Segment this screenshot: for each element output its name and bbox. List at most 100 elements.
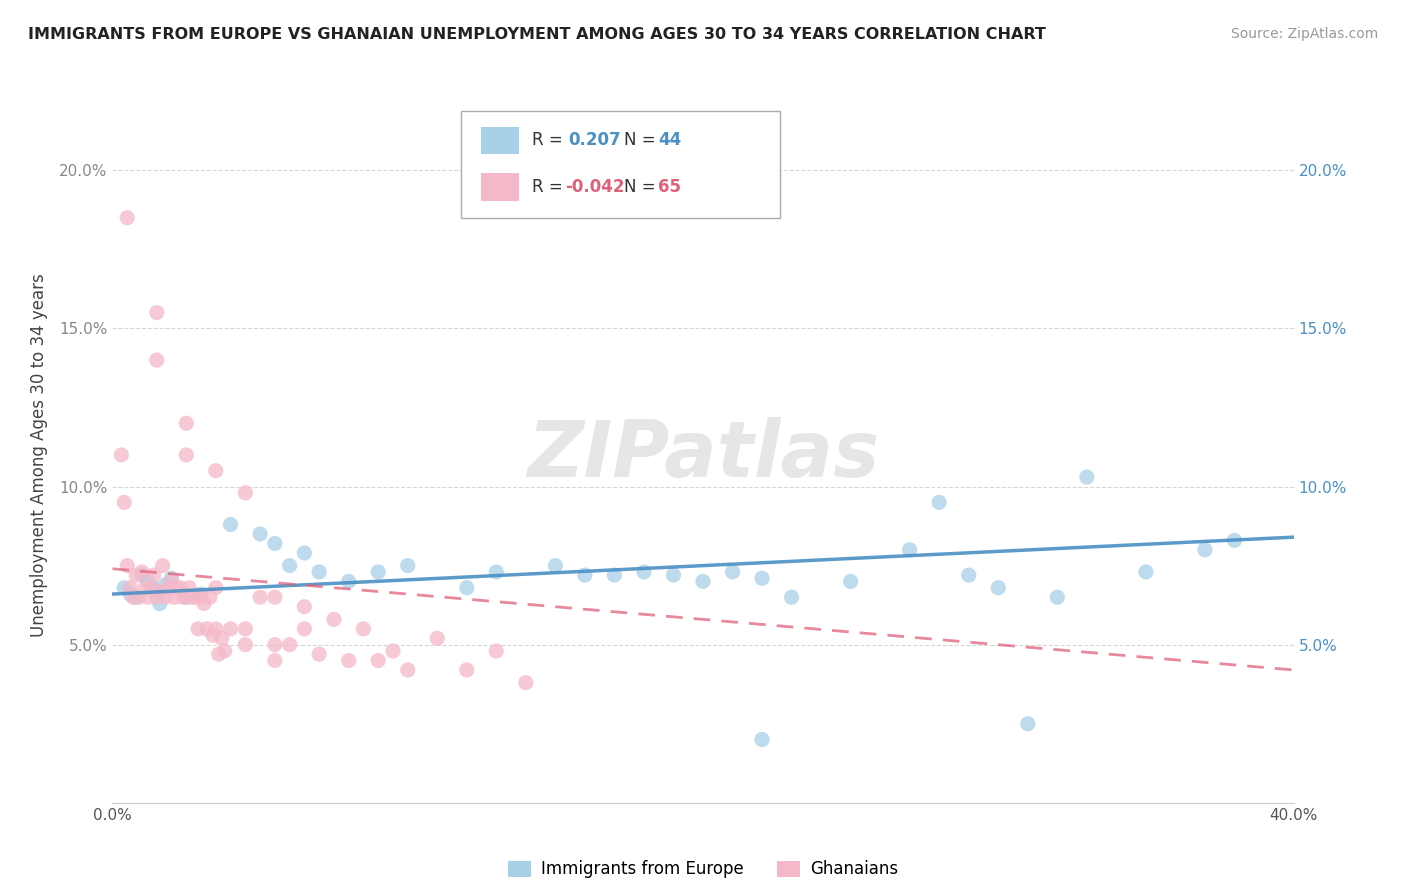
Point [278, 558, 301, 573]
Point [957, 568, 980, 582]
Point [117, 558, 138, 573]
Point [426, 632, 449, 646]
Point [174, 591, 197, 605]
Text: R =: R = [531, 178, 568, 196]
Point [603, 568, 626, 582]
Point [110, 448, 132, 462]
Point [134, 581, 156, 595]
Point [169, 581, 191, 595]
Point [692, 574, 714, 589]
Point [1046, 591, 1069, 605]
Point [928, 495, 950, 509]
Point [337, 653, 360, 667]
Point [396, 558, 419, 573]
Point [205, 464, 228, 478]
Point [233, 486, 256, 500]
Point [382, 644, 405, 658]
Legend: Immigrants from Europe, Ghanaians: Immigrants from Europe, Ghanaians [501, 854, 905, 885]
Point [367, 565, 389, 579]
Point [1223, 533, 1246, 548]
Point [139, 581, 162, 595]
Point [181, 591, 204, 605]
Point [179, 581, 201, 595]
Point [160, 571, 183, 585]
Point [485, 565, 508, 579]
Point [136, 591, 159, 605]
Point [190, 587, 212, 601]
Text: 44: 44 [658, 131, 682, 150]
Point [142, 581, 165, 595]
Point [308, 647, 330, 661]
Point [117, 211, 138, 225]
Point [149, 597, 172, 611]
Point [125, 568, 148, 582]
Point [174, 448, 197, 462]
Point [184, 591, 207, 605]
Point [264, 536, 287, 550]
Point [163, 591, 186, 605]
Point [208, 647, 231, 661]
Point [662, 568, 685, 582]
Point [120, 587, 142, 601]
Point [1194, 542, 1216, 557]
Point [633, 565, 655, 579]
Point [174, 591, 197, 605]
Text: N =: N = [624, 178, 661, 196]
Point [146, 305, 169, 319]
FancyBboxPatch shape [481, 173, 519, 201]
Point [205, 622, 228, 636]
Point [190, 591, 212, 605]
Point [292, 546, 315, 560]
Point [264, 653, 287, 667]
Point [987, 581, 1010, 595]
Point [187, 622, 209, 636]
Point [205, 581, 228, 595]
Point [195, 622, 218, 636]
Point [128, 591, 150, 605]
Point [292, 599, 315, 614]
Point [131, 568, 153, 582]
Point [367, 653, 389, 667]
Point [211, 632, 233, 646]
Point [1135, 565, 1157, 579]
Point [219, 517, 242, 532]
Point [146, 583, 169, 598]
Point [780, 591, 803, 605]
Point [112, 581, 135, 595]
Point [839, 574, 862, 589]
Point [201, 628, 224, 642]
Text: N =: N = [624, 131, 661, 150]
Point [146, 591, 169, 605]
Point [214, 644, 236, 658]
Point [249, 527, 271, 541]
Point [456, 581, 478, 595]
Point [233, 638, 256, 652]
Point [264, 591, 287, 605]
Point [219, 622, 242, 636]
Point [174, 417, 197, 431]
Point [515, 675, 537, 690]
Point [122, 591, 145, 605]
Point [136, 574, 159, 589]
Point [574, 568, 596, 582]
Text: IMMIGRANTS FROM EUROPE VS GHANAIAN UNEMPLOYMENT AMONG AGES 30 TO 34 YEARS CORREL: IMMIGRANTS FROM EUROPE VS GHANAIAN UNEMP… [28, 27, 1046, 42]
Point [485, 644, 508, 658]
Point [120, 581, 142, 595]
Point [249, 591, 271, 605]
Point [149, 583, 172, 598]
Point [1017, 716, 1039, 731]
FancyBboxPatch shape [481, 127, 519, 154]
Point [721, 565, 744, 579]
Point [157, 581, 180, 595]
Point [1076, 470, 1098, 484]
Text: R =: R = [531, 131, 568, 150]
Point [751, 571, 773, 585]
Point [396, 663, 419, 677]
Point [544, 558, 567, 573]
Point [155, 577, 177, 591]
Point [898, 542, 921, 557]
Point [152, 558, 174, 573]
Point [198, 591, 221, 605]
Point [456, 663, 478, 677]
Point [323, 612, 346, 626]
